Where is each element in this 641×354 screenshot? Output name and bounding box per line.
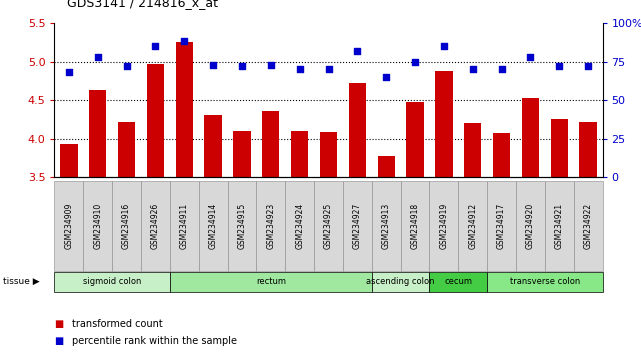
Text: GSM234909: GSM234909	[64, 202, 74, 249]
Bar	[147, 64, 164, 177]
Point	[294, 67, 305, 72]
Point	[237, 63, 247, 69]
Text: GSM234911: GSM234911	[179, 202, 189, 249]
Text: GSM234923: GSM234923	[266, 202, 276, 249]
Bar	[204, 115, 222, 177]
Bar	[349, 83, 366, 177]
Text: GSM234912: GSM234912	[468, 202, 478, 249]
Text: transverse colon: transverse colon	[510, 277, 580, 286]
Text: GDS3141 / 214816_x_at: GDS3141 / 214816_x_at	[67, 0, 219, 9]
Point	[381, 74, 391, 80]
Point	[122, 63, 132, 69]
Bar	[233, 131, 251, 177]
Bar	[89, 90, 106, 177]
Text: ■: ■	[54, 319, 63, 329]
Point	[323, 67, 333, 72]
Bar	[522, 98, 539, 177]
Text: ■: ■	[54, 336, 63, 346]
Text: GSM234925: GSM234925	[324, 202, 333, 249]
Bar	[435, 71, 453, 177]
Text: GSM234910: GSM234910	[93, 202, 103, 249]
Text: tissue ▶: tissue ▶	[3, 277, 40, 286]
Text: GSM234913: GSM234913	[381, 202, 391, 249]
Bar	[320, 132, 337, 177]
Text: GSM234927: GSM234927	[353, 202, 362, 249]
Bar	[291, 131, 308, 177]
Point	[438, 43, 449, 49]
Point	[150, 43, 160, 49]
Point	[179, 39, 190, 44]
Text: GSM234916: GSM234916	[122, 202, 131, 249]
Text: ascending colon: ascending colon	[367, 277, 435, 286]
Point	[353, 48, 363, 53]
Point	[525, 54, 535, 60]
Text: GSM234921: GSM234921	[554, 202, 564, 249]
Bar	[464, 123, 481, 177]
Text: cecum: cecum	[444, 277, 472, 286]
Text: GSM234920: GSM234920	[526, 202, 535, 249]
Text: transformed count: transformed count	[72, 319, 163, 329]
Text: rectum: rectum	[256, 277, 286, 286]
Bar	[176, 42, 193, 177]
Point	[208, 62, 218, 67]
Bar	[579, 121, 597, 177]
Text: GSM234914: GSM234914	[208, 202, 218, 249]
Text: GSM234915: GSM234915	[237, 202, 247, 249]
Text: GSM234922: GSM234922	[583, 202, 593, 249]
Bar	[118, 121, 135, 177]
Point	[265, 62, 276, 67]
Point	[410, 59, 420, 64]
Text: GSM234926: GSM234926	[151, 202, 160, 249]
Point	[64, 69, 74, 75]
Text: GSM234924: GSM234924	[295, 202, 304, 249]
Text: GSM234918: GSM234918	[410, 202, 420, 249]
Text: sigmoid colon: sigmoid colon	[83, 277, 142, 286]
Point	[93, 54, 103, 60]
Bar	[551, 119, 568, 177]
Point	[467, 67, 478, 72]
Text: GSM234919: GSM234919	[439, 202, 449, 249]
Point	[583, 63, 594, 69]
Point	[496, 67, 506, 72]
Text: GSM234917: GSM234917	[497, 202, 506, 249]
Point	[554, 63, 564, 69]
Bar	[262, 111, 279, 177]
Bar	[378, 156, 395, 177]
Bar	[60, 144, 78, 177]
Bar	[406, 102, 424, 177]
Bar	[493, 133, 510, 177]
Text: percentile rank within the sample: percentile rank within the sample	[72, 336, 237, 346]
